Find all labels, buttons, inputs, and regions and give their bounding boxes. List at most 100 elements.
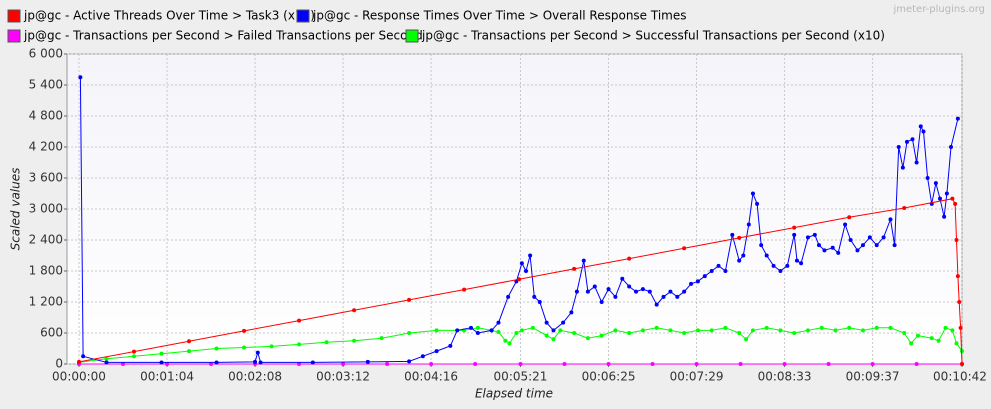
data-point: [634, 289, 639, 294]
data-point: [792, 225, 797, 230]
data-point: [104, 356, 109, 361]
data-point: [723, 269, 728, 273]
data-point: [847, 215, 852, 220]
data-point: [910, 137, 915, 142]
data-point: [310, 360, 315, 365]
data-point: [860, 243, 865, 248]
y-tick-label: 5 400: [29, 78, 63, 92]
data-point: [888, 325, 893, 330]
data-point: [855, 248, 860, 253]
data-point: [214, 346, 219, 351]
y-tick-label: 6 000: [29, 47, 63, 61]
data-point: [506, 294, 511, 299]
data-point: [352, 338, 357, 343]
x-tick-label: 00:08:33: [758, 370, 812, 384]
data-point: [954, 238, 959, 242]
data-point: [297, 342, 302, 347]
data-point: [324, 340, 329, 345]
data-point: [805, 328, 810, 333]
data-point: [812, 232, 817, 237]
y-tick-label: 0: [55, 357, 63, 371]
data-point: [794, 258, 799, 263]
data-point: [819, 325, 824, 330]
data-point: [744, 337, 749, 342]
data-point: [528, 253, 533, 258]
y-tick-label: 4 200: [29, 140, 63, 154]
data-point: [654, 302, 659, 307]
series: [77, 196, 964, 366]
x-tick-label: 00:10:42: [933, 370, 987, 384]
data-point: [81, 354, 86, 359]
data-point: [592, 284, 597, 289]
data-point: [892, 243, 897, 248]
data-point: [914, 362, 919, 366]
data-point: [385, 362, 390, 366]
data-point: [242, 328, 247, 333]
data-point: [627, 331, 632, 335]
data-point: [702, 274, 707, 279]
data-point: [640, 328, 645, 333]
data-point: [799, 261, 804, 266]
data-point: [519, 328, 524, 333]
data-point: [792, 232, 797, 237]
data-point: [950, 196, 955, 201]
data-point: [258, 360, 263, 365]
legend-swatch: [405, 29, 419, 43]
data-point: [755, 201, 760, 206]
x-tick-label: 00:04:16: [404, 370, 458, 384]
data-point: [716, 263, 721, 268]
data-point: [914, 160, 919, 165]
data-point: [242, 345, 247, 350]
data-point: [689, 281, 694, 286]
data-point: [517, 277, 522, 282]
data-point: [654, 325, 659, 330]
data-point: [599, 333, 604, 338]
data-point: [764, 325, 769, 330]
data-point: [297, 362, 302, 366]
data-point: [695, 328, 700, 333]
data-point: [613, 294, 618, 299]
data-point: [826, 362, 831, 366]
x-tick-label: 00:03:12: [316, 370, 370, 384]
data-point: [647, 289, 652, 294]
data-point: [750, 191, 755, 196]
data-point: [904, 139, 909, 144]
data-point: [429, 362, 434, 366]
data-point: [836, 250, 841, 255]
data-point: [942, 214, 947, 219]
data-point: [503, 338, 508, 343]
data-point: [352, 308, 357, 313]
x-tick-label: 00:00:00: [52, 370, 106, 384]
data-point: [764, 253, 769, 258]
legend-swatch: [296, 9, 310, 23]
series: [77, 362, 964, 366]
x-tick-label: 00:02:08: [228, 370, 282, 384]
data-point: [737, 235, 742, 240]
data-point: [830, 245, 835, 250]
data-point: [407, 297, 412, 302]
data-point: [121, 362, 126, 366]
data-point: [524, 269, 529, 273]
x-axis-title: Elapsed time: [475, 387, 553, 401]
data-point: [627, 284, 632, 289]
data-point: [159, 351, 164, 356]
data-point: [943, 325, 948, 330]
data-point: [297, 318, 302, 323]
data-point: [957, 300, 962, 304]
data-point: [159, 360, 164, 365]
data-point: [921, 129, 926, 134]
data-point: [475, 325, 480, 330]
x-tick-label: 00:07:29: [670, 370, 724, 384]
data-point: [933, 181, 938, 186]
data-point: [730, 232, 735, 237]
data-point: [822, 248, 827, 253]
data-point: [723, 325, 728, 330]
y-tick-label: 2 400: [29, 233, 63, 247]
data-point: [462, 287, 467, 292]
legend-label: jp@gc - Transactions per Second > Failed…: [23, 29, 423, 43]
data-point: [585, 289, 590, 294]
data-point: [695, 279, 700, 284]
data-point: [650, 362, 655, 366]
y-tick-label: 4 800: [29, 109, 63, 123]
